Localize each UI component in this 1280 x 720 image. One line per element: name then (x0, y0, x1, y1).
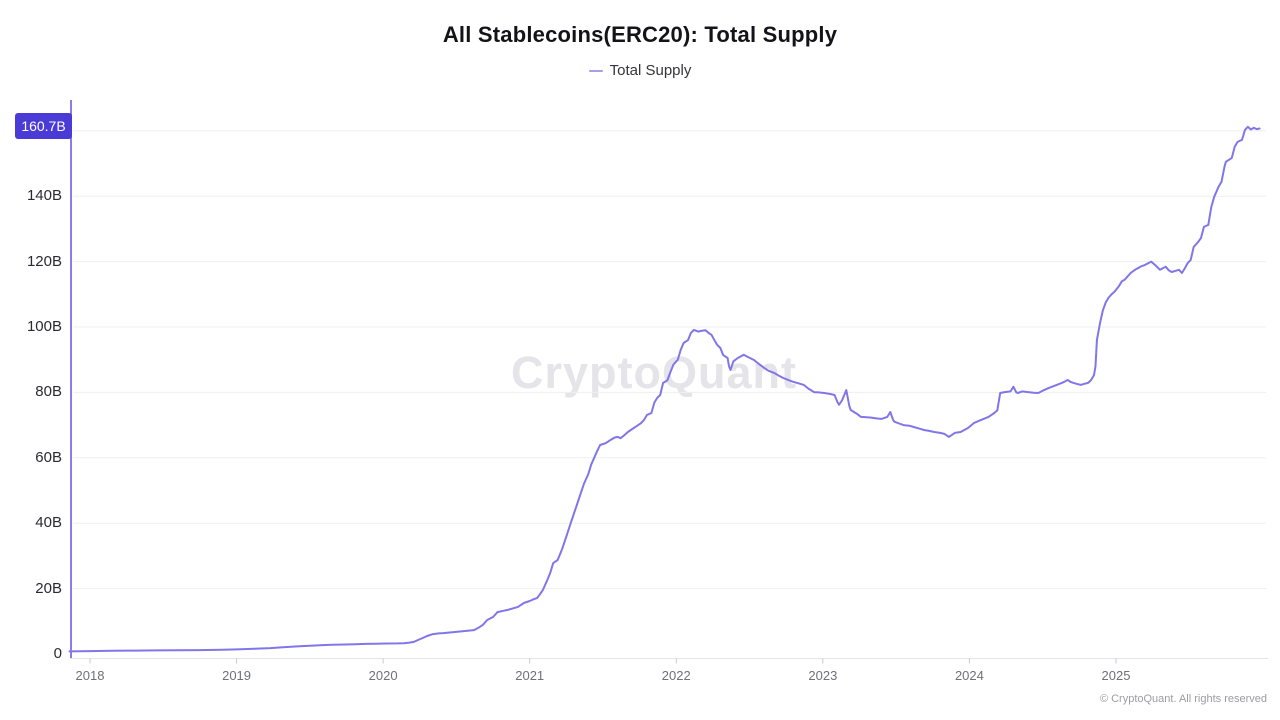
x-tick-label: 2022 (661, 668, 691, 683)
x-tick-label: 2020 (368, 668, 398, 683)
total-supply-line[interactable] (68, 125, 1261, 653)
copyright-text: © CryptoQuant. All rights reserved (1099, 693, 1267, 705)
y-tick-label: 120B (26, 252, 62, 270)
y-tick-label: 40B (35, 514, 62, 532)
watermark: CryptoQuant (511, 347, 797, 398)
x-tick-label: 2025 (1101, 668, 1131, 683)
x-tick-label: 2024 (954, 668, 984, 683)
y-tick-label: 0 (53, 645, 62, 662)
legend-label: Total Supply (609, 62, 692, 79)
legend-line-icon (588, 69, 603, 72)
latest-value-badge: 160.7B (15, 113, 72, 139)
x-tick-label: 2019 (222, 668, 252, 683)
page-title: All Stablecoins(ERC20): Total Supply (442, 22, 838, 47)
x-tick-label: 2018 (75, 668, 105, 683)
y-tick-label: 60B (35, 448, 62, 466)
x-tick-label: 2021 (515, 668, 545, 683)
x-tick-label: 2023 (808, 668, 838, 683)
y-tick-label: 80B (35, 383, 62, 401)
legend: Total Supply (0, 62, 1280, 79)
y-tick-label: 100B (26, 317, 62, 335)
y-tick-label: 20B (35, 579, 62, 597)
legend-item-total-supply[interactable]: Total Supply (588, 62, 692, 79)
y-tick-label: 140B (26, 187, 62, 205)
